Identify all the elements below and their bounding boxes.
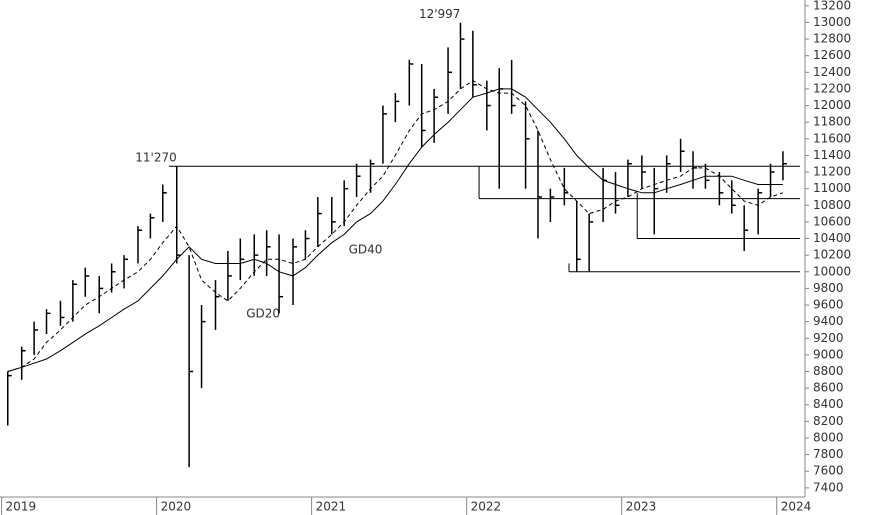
y-tick-label: 8400 (813, 397, 844, 411)
y-tick-label: 9200 (813, 331, 844, 345)
moving-average (7, 80, 784, 372)
y-tick-label: 9800 (813, 281, 844, 295)
y-tick-label: 11000 (813, 181, 851, 195)
y-tick-label: 10000 (813, 264, 851, 278)
x-tick-label: 2022 (471, 500, 502, 514)
y-tick-label: 11600 (813, 131, 851, 145)
annotation: 12'997 (419, 7, 460, 21)
y-tick-label: 11200 (813, 165, 851, 179)
y-tick-label: 8200 (813, 414, 844, 428)
y-tick-label: 10400 (813, 231, 851, 245)
y-tick-label: 12200 (813, 81, 851, 95)
y-tick-label: 13000 (813, 15, 851, 29)
y-tick-label: 13200 (813, 0, 851, 12)
y-tick-label: 11400 (813, 148, 851, 162)
x-tick-label: 2021 (316, 500, 347, 514)
annotation: 11'270 (135, 151, 176, 165)
y-tick-label: 8000 (813, 430, 844, 444)
x-tick-label: 2020 (161, 500, 192, 514)
series-label: GD20 (246, 306, 280, 320)
y-tick-label: 7600 (813, 464, 844, 478)
x-tick-label: 2019 (6, 500, 37, 514)
y-tick-label: 7400 (813, 480, 844, 494)
y-tick-label: 12000 (813, 98, 851, 112)
y-tick-label: 10600 (813, 214, 851, 228)
y-tick-label: 12800 (813, 32, 851, 46)
y-tick-label: 9000 (813, 347, 844, 361)
y-tick-label: 10800 (813, 198, 851, 212)
x-tick-label: 2023 (626, 500, 657, 514)
y-tick-label: 8800 (813, 364, 844, 378)
x-tick-label: 2024 (781, 500, 812, 514)
y-tick-label: 12600 (813, 48, 851, 62)
y-tick-label: 8600 (813, 381, 844, 395)
y-tick-label: 7800 (813, 447, 844, 461)
y-tick-label: 9600 (813, 298, 844, 312)
series-label: GD40 (349, 242, 383, 256)
y-tick-label: 11800 (813, 115, 851, 129)
y-tick-label: 12400 (813, 65, 851, 79)
moving-average (7, 88, 783, 372)
y-tick-label: 9400 (813, 314, 844, 328)
y-tick-label: 10200 (813, 248, 851, 262)
